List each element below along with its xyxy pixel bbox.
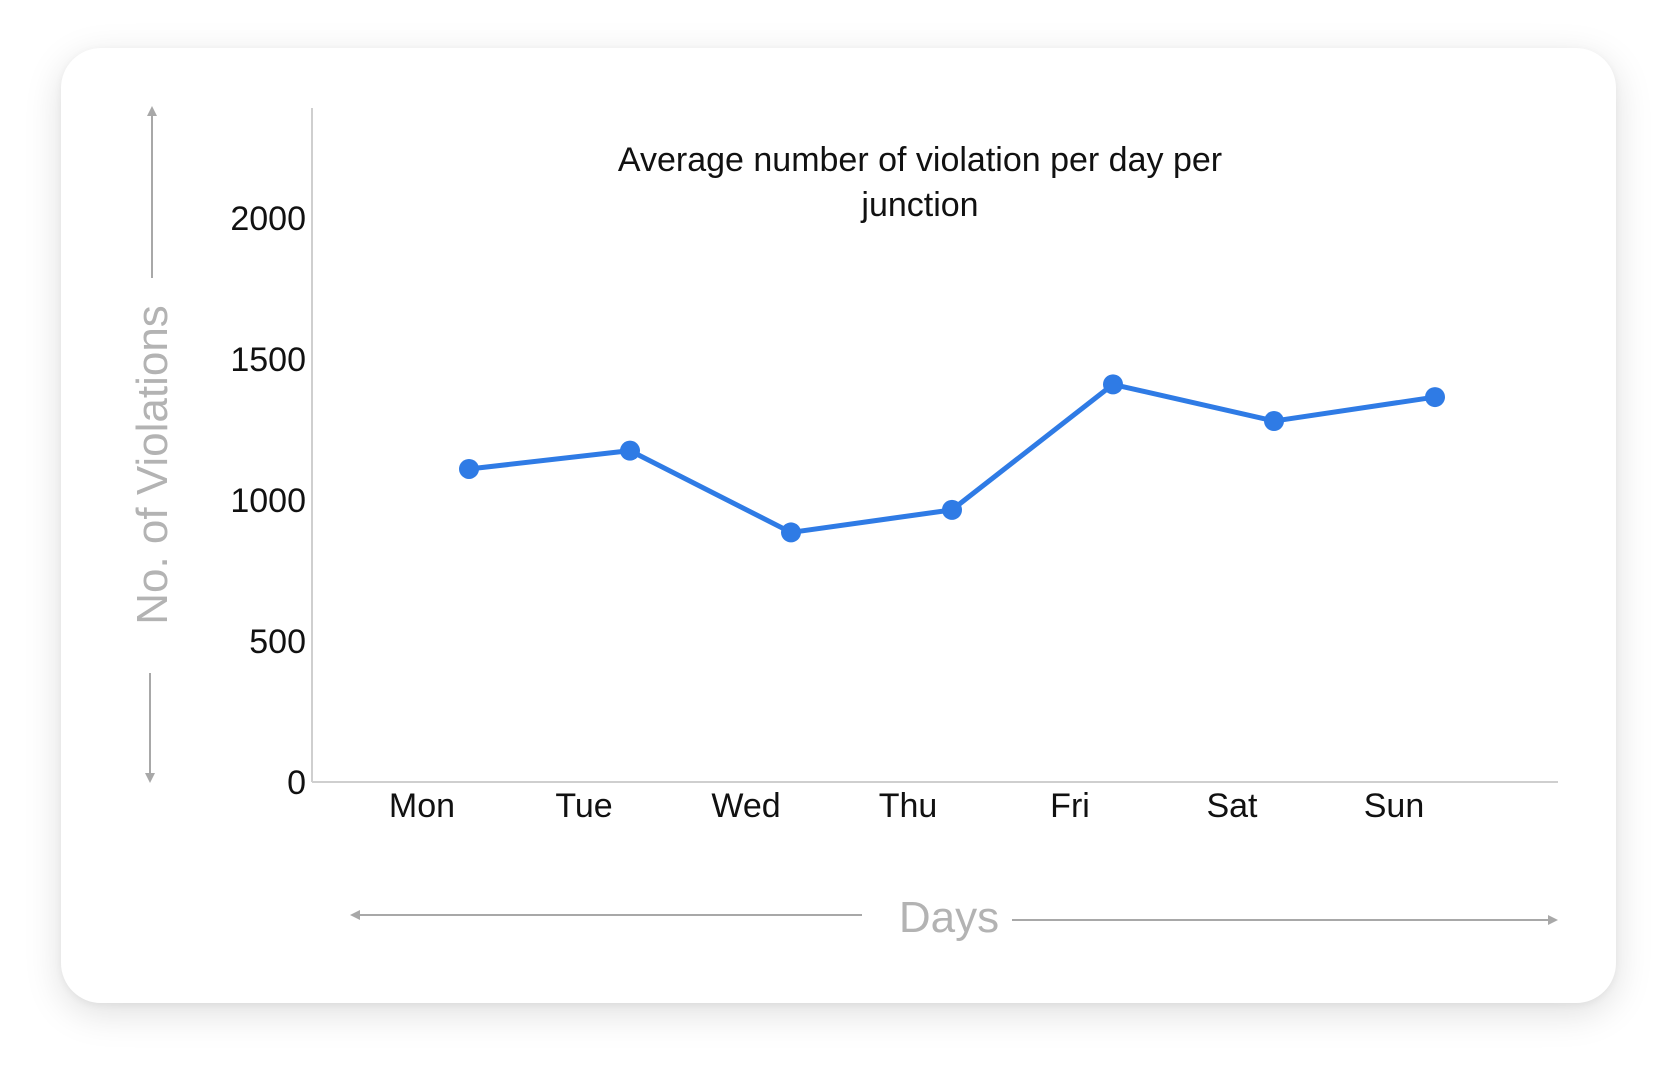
x-axis-arrow-left-icon [350,910,360,920]
chart-title: Average number of violation per day per … [618,141,1222,224]
data-point [781,522,801,543]
y-tick-label: 500 [249,623,306,661]
y-tick-labels: 0 500 1000 1500 2000 [230,200,306,802]
data-point [1425,387,1445,408]
x-tick-label: Sat [1206,787,1258,825]
x-tick-label: Wed [711,787,780,825]
data-point [1103,374,1123,395]
x-axis-title-group: Days [350,893,1558,942]
y-axis-title: No. of Violations [128,305,177,625]
y-tick-label: 1000 [230,482,306,520]
x-tick-label: Thu [879,787,938,825]
data-point [459,458,479,479]
x-axis-arrow-right-icon [1548,915,1558,925]
y-tick-label: 0 [287,764,306,802]
x-tick-label: Sun [1364,787,1425,825]
data-point [620,440,640,461]
chart-title-line-2: junction [860,186,978,224]
series-points [459,374,1445,543]
x-tick-label: Mon [389,787,455,825]
chart-title-line-1: Average number of violation per day per [618,141,1222,179]
x-tick-label: Tue [555,787,612,825]
y-axis-arrow-up-icon [147,106,157,116]
data-point [1264,411,1284,432]
x-tick-labels: Mon Tue Wed Thu Fri Sat Sun [389,787,1424,825]
y-tick-label: 1500 [230,341,306,379]
y-axis-arrow-down-icon [145,773,155,783]
y-tick-label: 2000 [230,200,306,238]
x-axis-title: Days [899,893,999,942]
x-tick-label: Fri [1050,787,1090,825]
data-point [942,499,962,520]
y-axis-title-group: No. of Violations [128,106,177,783]
